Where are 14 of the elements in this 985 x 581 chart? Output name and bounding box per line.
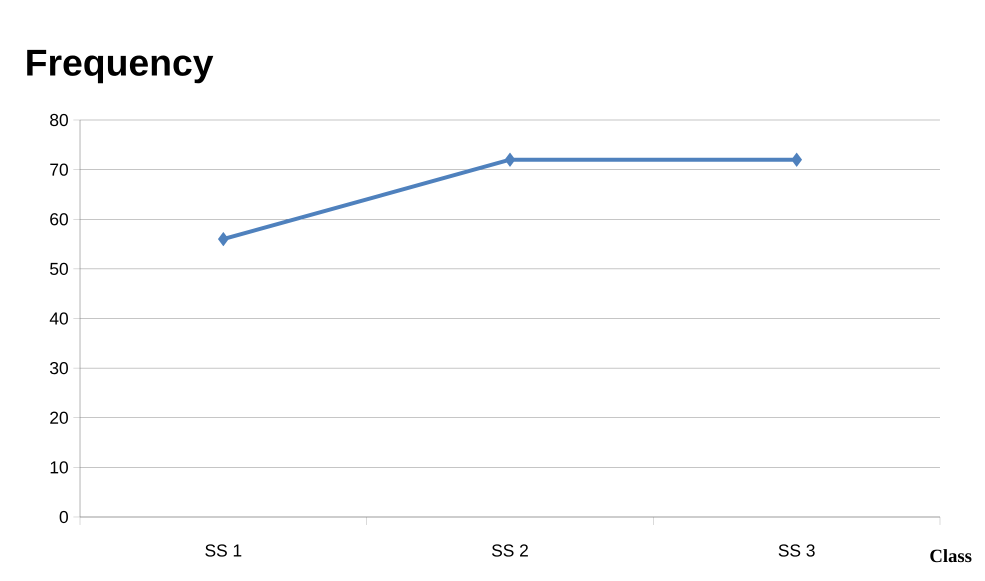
y-tick-label: 30 xyxy=(50,362,68,374)
x-axis-title: Class xyxy=(930,549,972,562)
y-tick-label: 60 xyxy=(50,213,68,226)
y-tick-label: 80 xyxy=(50,114,68,126)
y-tick-label: 50 xyxy=(50,262,68,276)
y-tick-label: 40 xyxy=(50,312,68,325)
x-tick-label: SS 1 xyxy=(205,544,242,557)
y-tick-label: 70 xyxy=(50,163,68,176)
y-tick-label: 10 xyxy=(50,461,68,474)
x-tick-label: SS 2 xyxy=(492,544,528,557)
x-tick-label: SS 3 xyxy=(778,544,815,557)
y-tick-label: 0 xyxy=(60,510,68,524)
y-tick-label: 20 xyxy=(50,412,68,424)
y-axis-title: Frequency xyxy=(27,50,214,84)
